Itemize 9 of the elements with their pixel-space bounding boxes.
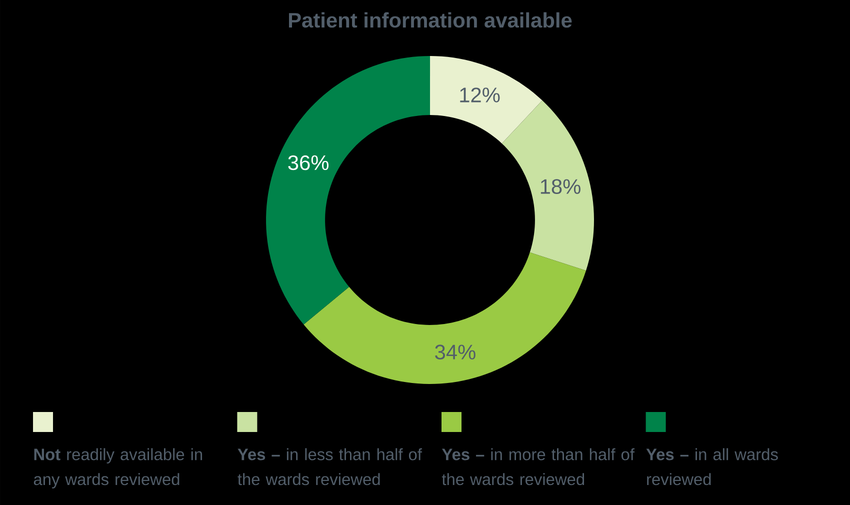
- legend-label: Not readily available in any wards reviewed: [34, 448, 202, 488]
- legend-label: Yes – in less than half of the wards reviewed: [238, 448, 422, 486]
- data-label: 36%: [288, 155, 329, 170]
- chart-title: Patient information available: [288, 12, 572, 28]
- data-label: 18%: [540, 179, 580, 194]
- data-label: 34%: [435, 344, 476, 360]
- data-label: 12%: [460, 88, 500, 102]
- legend-label: Yes – in more than half of the wards reviewed: [442, 448, 635, 486]
- legend-label: Yes – in all wards reviewed: [646, 448, 778, 486]
